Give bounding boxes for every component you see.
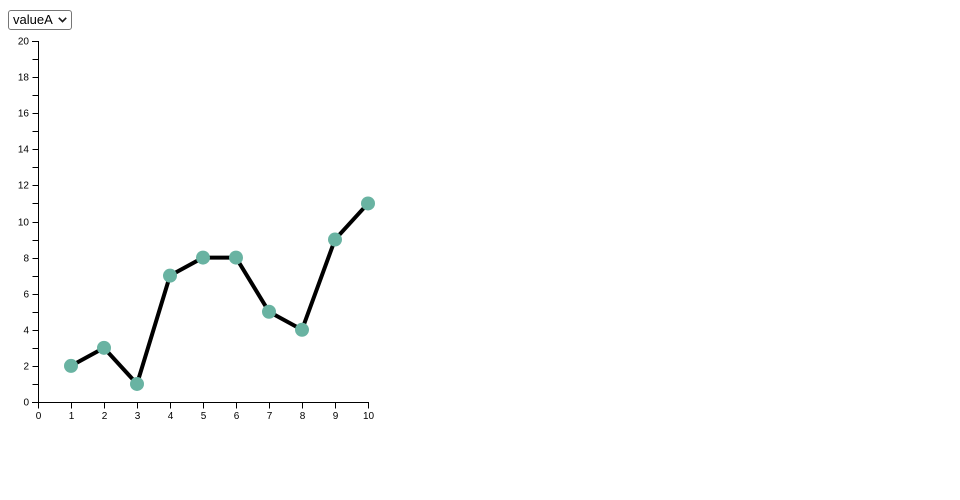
data-point — [163, 268, 177, 283]
data-point — [196, 250, 210, 265]
series-line — [70, 202, 370, 388]
data-point — [97, 340, 111, 355]
y-axis-tick-label: 14 — [18, 145, 30, 156]
group-select[interactable]: valueA — [8, 10, 72, 30]
y-axis-tick-label: 10 — [18, 218, 30, 229]
x-axis-tick-label: 2 — [102, 411, 108, 422]
data-point — [229, 250, 243, 265]
y-axis-tick-label: 12 — [18, 181, 30, 192]
x-axis-tick-label: 1 — [69, 411, 75, 422]
y-axis-tick-label: 2 — [23, 362, 29, 373]
data-point — [295, 322, 309, 337]
x-axis-tick-label: 10 — [363, 411, 375, 422]
x-axis-tick-label: 6 — [234, 411, 240, 422]
y-axis-tick-label: 20 — [18, 37, 30, 48]
x-axis-tick-label: 5 — [201, 411, 207, 422]
x-axis-tick-label: 3 — [135, 411, 141, 422]
data-point — [361, 196, 375, 211]
y-axis-tick-label: 8 — [23, 254, 29, 265]
y-axis-tick-label: 4 — [23, 326, 29, 337]
x-axis-tick-label: 8 — [300, 411, 306, 422]
y-axis-tick-label: 6 — [23, 290, 29, 301]
data-point — [64, 358, 78, 373]
data-point — [130, 376, 144, 391]
x-axis-tick-label: 4 — [168, 411, 174, 422]
data-point — [328, 232, 342, 247]
x-axis-tick-label: 7 — [267, 411, 273, 422]
y-axis-tick-label: 18 — [18, 73, 30, 84]
y-axis-tick-label: 16 — [18, 109, 30, 120]
x-axis-tick-label: 0 — [36, 411, 42, 422]
data-point — [262, 304, 276, 319]
y-axis-tick-label: 0 — [23, 398, 29, 409]
group-select-wrap: valueA — [8, 10, 72, 30]
x-axis-tick-label: 9 — [333, 411, 339, 422]
